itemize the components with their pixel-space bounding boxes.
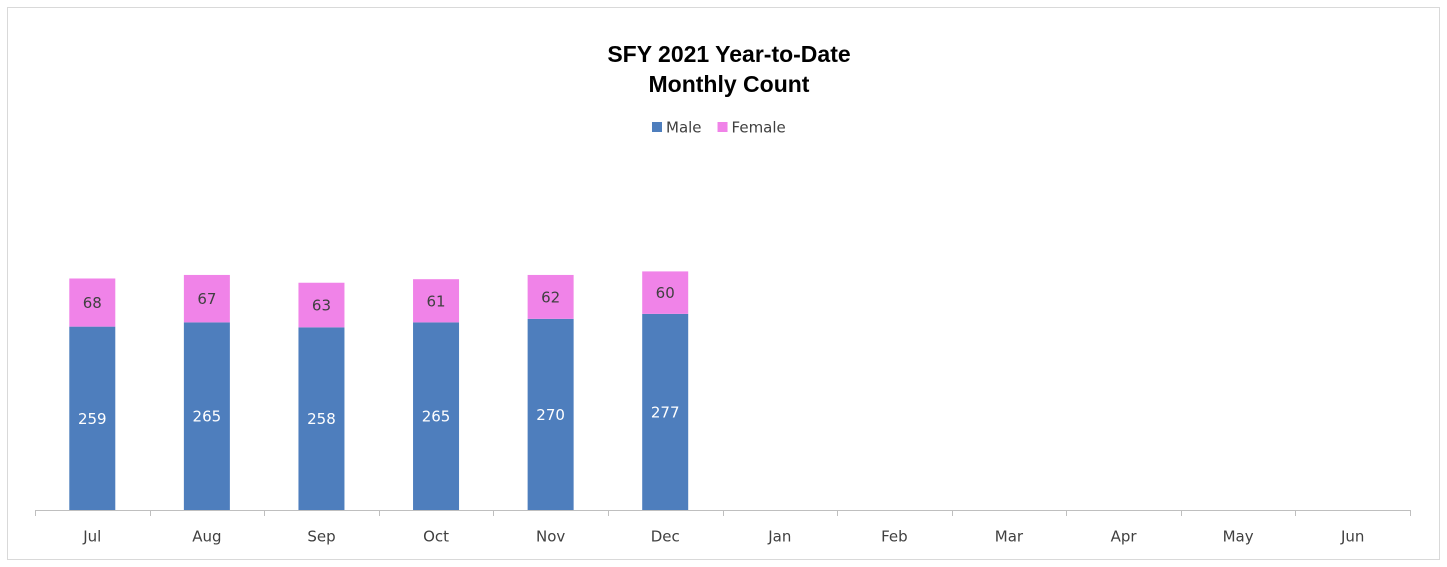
x-tick-label: Jun xyxy=(1340,528,1364,546)
data-label: 62 xyxy=(541,288,560,306)
data-label: 63 xyxy=(312,297,331,315)
data-label: 67 xyxy=(197,290,216,308)
x-tick-label: Mar xyxy=(995,528,1024,546)
legend-label: Male xyxy=(666,119,702,137)
bar-segment xyxy=(298,282,345,328)
legend-swatch xyxy=(652,122,662,132)
x-tick-label: Jan xyxy=(767,528,791,546)
data-label: 61 xyxy=(426,292,445,310)
data-label: 258 xyxy=(307,410,336,428)
bar-segment xyxy=(69,326,116,510)
data-label: 259 xyxy=(78,410,107,428)
bar-segment xyxy=(183,322,230,510)
chart-title: SFY 2021 Year-to-Date xyxy=(607,41,850,67)
bar-segment xyxy=(642,313,689,510)
bar-segment xyxy=(413,279,460,323)
bar-segment xyxy=(527,274,574,319)
x-tick-label: Jul xyxy=(82,528,101,546)
bar-segment xyxy=(642,271,689,314)
x-tick-label: Feb xyxy=(881,528,908,546)
bar-segment xyxy=(298,327,345,510)
bar-segment xyxy=(183,274,230,323)
data-label: 265 xyxy=(422,408,451,426)
bar-segment xyxy=(413,322,460,510)
legend-label: Female xyxy=(732,119,786,137)
x-tick-label: Apr xyxy=(1111,528,1138,546)
x-tick-label: Sep xyxy=(307,528,335,546)
data-label: 60 xyxy=(656,284,675,302)
x-tick-label: Oct xyxy=(423,528,449,546)
data-label: 277 xyxy=(651,403,680,421)
x-tick-label: Aug xyxy=(192,528,221,546)
legend-swatch xyxy=(717,122,728,132)
x-tick-label: Nov xyxy=(536,528,565,546)
x-tick-label: Dec xyxy=(651,528,680,546)
data-label: 270 xyxy=(536,406,565,424)
chart-title: Monthly Count xyxy=(649,71,810,97)
x-tick-label: May xyxy=(1223,528,1254,546)
data-label: 265 xyxy=(193,408,222,426)
bar-segment xyxy=(527,318,574,510)
bar-segment xyxy=(69,278,116,327)
data-label: 68 xyxy=(83,294,102,312)
chart-frame xyxy=(7,7,1440,560)
